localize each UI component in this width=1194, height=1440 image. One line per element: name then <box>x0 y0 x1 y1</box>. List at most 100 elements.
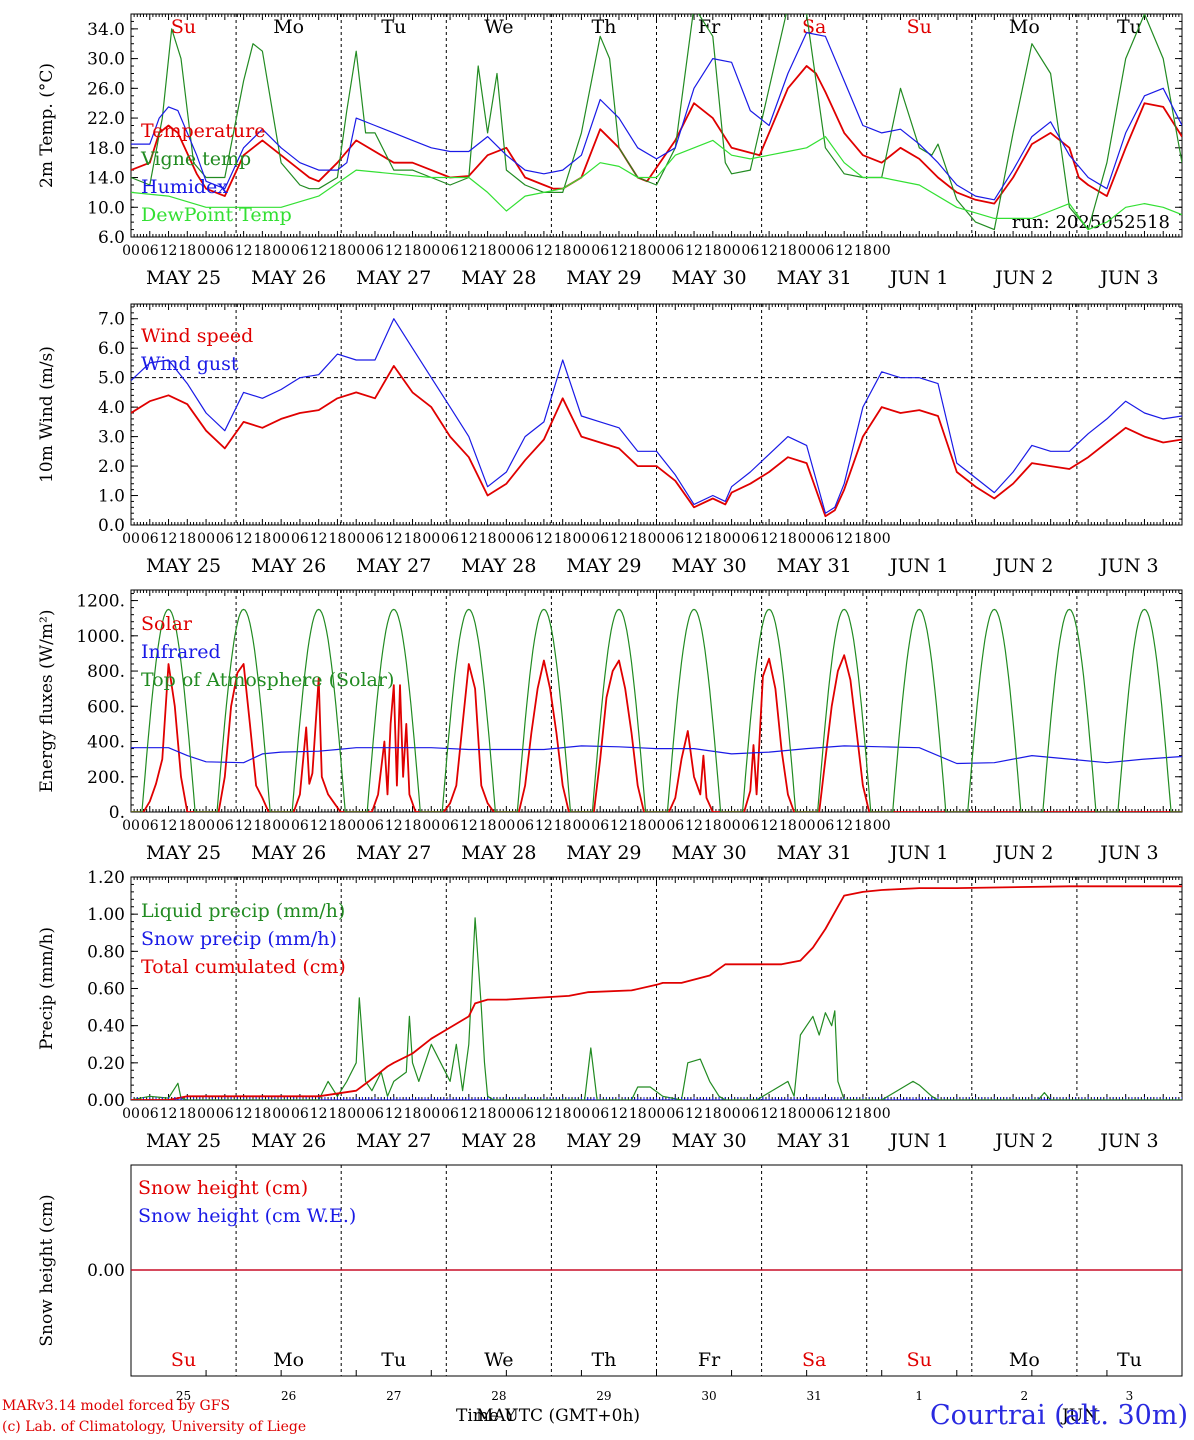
y-tick-label: 0.60 <box>87 980 125 1000</box>
hour-label: 18 <box>854 531 872 547</box>
hour-label: 06 <box>366 1106 384 1122</box>
y-tick-label: 1.20 <box>87 868 125 888</box>
hour-label: 00 <box>573 818 591 834</box>
hour-label: 06 <box>741 1106 759 1122</box>
hour-label: 06 <box>516 243 534 259</box>
weekday-label: We <box>484 1349 513 1371</box>
hour-label: 12 <box>610 243 628 259</box>
hour-label: 00 <box>873 243 891 259</box>
legend-entry: Solar <box>141 613 193 635</box>
hour-label: 00 <box>723 818 741 834</box>
hour-label: 18 <box>854 818 872 834</box>
hour-label: 12 <box>685 243 703 259</box>
series-line-vigne-temp <box>131 14 1182 231</box>
hour-label: 06 <box>366 243 384 259</box>
y-tick-label: 0.00 <box>87 1091 125 1111</box>
date-label: JUN 3 <box>1098 555 1158 577</box>
hour-label: 00 <box>122 531 140 547</box>
legend-entry: Wind speed <box>141 325 253 347</box>
weekday-label: Tu <box>1117 1349 1142 1371</box>
day-number-label: 2 <box>1021 1389 1029 1403</box>
hour-label: 00 <box>497 1106 515 1122</box>
weekday-label: Fr <box>698 1349 721 1371</box>
hour-label: 00 <box>873 1106 891 1122</box>
date-label: MAY 27 <box>356 267 431 289</box>
hour-label: 06 <box>741 531 759 547</box>
hour-label: 18 <box>854 243 872 259</box>
hour-label: 06 <box>666 818 684 834</box>
weekday-label: Tu <box>381 1349 406 1371</box>
y-tick-label: 400. <box>87 733 125 753</box>
day-number-label: 27 <box>386 1389 401 1403</box>
legend-entry: Snow height (cm W.E.) <box>138 1205 356 1227</box>
date-label: MAY 27 <box>356 842 431 864</box>
hour-label: 12 <box>310 818 328 834</box>
weekday-label: Su <box>907 16 932 38</box>
legend-entry: Top of Atmosphere (Solar) <box>141 669 394 691</box>
hour-label: 00 <box>648 531 666 547</box>
y-tick-label: 1.0 <box>98 487 125 507</box>
date-label: MAY 25 <box>146 842 221 864</box>
date-label: MAY 28 <box>461 555 536 577</box>
hour-label: 00 <box>798 243 816 259</box>
series-group <box>131 14 1182 231</box>
date-label: MAY 25 <box>146 555 221 577</box>
hour-label: 12 <box>460 243 478 259</box>
hour-label: 12 <box>160 243 178 259</box>
date-label: JUN 1 <box>888 842 948 864</box>
hour-label: 18 <box>253 1106 271 1122</box>
date-label: MAY 29 <box>566 1130 641 1152</box>
hour-label: 06 <box>816 818 834 834</box>
hour-label: 12 <box>610 818 628 834</box>
hour-label: 12 <box>310 243 328 259</box>
y-tick-label: 7.0 <box>98 310 125 330</box>
month-label-may: MAY <box>476 1406 517 1426</box>
hour-label: 12 <box>160 531 178 547</box>
hour-label: 06 <box>216 818 234 834</box>
hour-label: 00 <box>798 818 816 834</box>
day-number-label: 30 <box>701 1389 716 1403</box>
y-tick-label: 30.0 <box>87 50 125 70</box>
y-tick-label: 1.00 <box>87 905 125 925</box>
hour-label: 12 <box>460 531 478 547</box>
hour-label: 06 <box>816 531 834 547</box>
hour-label: 12 <box>835 1106 853 1122</box>
hour-label: 12 <box>460 1106 478 1122</box>
hour-label: 00 <box>197 243 215 259</box>
date-label: MAY 31 <box>777 1130 852 1152</box>
weekday-label: Sa <box>802 1349 826 1371</box>
hour-label: 06 <box>441 531 459 547</box>
date-label: MAY 31 <box>777 842 852 864</box>
hour-label: 12 <box>685 531 703 547</box>
y-tick-label: 200. <box>87 768 125 788</box>
hour-label: 18 <box>629 1106 647 1122</box>
hour-label: 18 <box>704 531 722 547</box>
y-tick-label: 26.0 <box>87 79 125 99</box>
hour-label: 18 <box>479 531 497 547</box>
legend-entry: Vigne temp <box>140 148 251 170</box>
y-tick-label: 4.0 <box>98 398 125 418</box>
hour-label: 00 <box>422 243 440 259</box>
date-label: MAY 26 <box>251 1130 326 1152</box>
hour-label: 12 <box>385 243 403 259</box>
hour-label: 00 <box>497 531 515 547</box>
hour-label: 06 <box>516 1106 534 1122</box>
day-number-label: 28 <box>491 1389 506 1403</box>
date-label: MAY 28 <box>461 1130 536 1152</box>
legend-entry: Snow precip (mm/h) <box>141 928 337 950</box>
hour-label: 12 <box>535 818 553 834</box>
hour-label: 18 <box>178 531 196 547</box>
y-axis-label: Precip (mm/h) <box>37 927 57 1050</box>
date-label: MAY 26 <box>251 267 326 289</box>
series-line-top-of-atmosphere-solar <box>131 608 1182 812</box>
hour-label: 12 <box>835 818 853 834</box>
y-tick-label: 22.0 <box>87 109 125 129</box>
hour-label: 00 <box>422 1106 440 1122</box>
weekday-label: Tu <box>1117 16 1142 38</box>
day-number-label: 3 <box>1126 1389 1134 1403</box>
legend-entry: DewPoint Temp <box>141 204 292 226</box>
hour-label: 12 <box>685 1106 703 1122</box>
hour-label: 18 <box>404 1106 422 1122</box>
date-label: MAY 29 <box>566 267 641 289</box>
hour-label: 00 <box>873 531 891 547</box>
